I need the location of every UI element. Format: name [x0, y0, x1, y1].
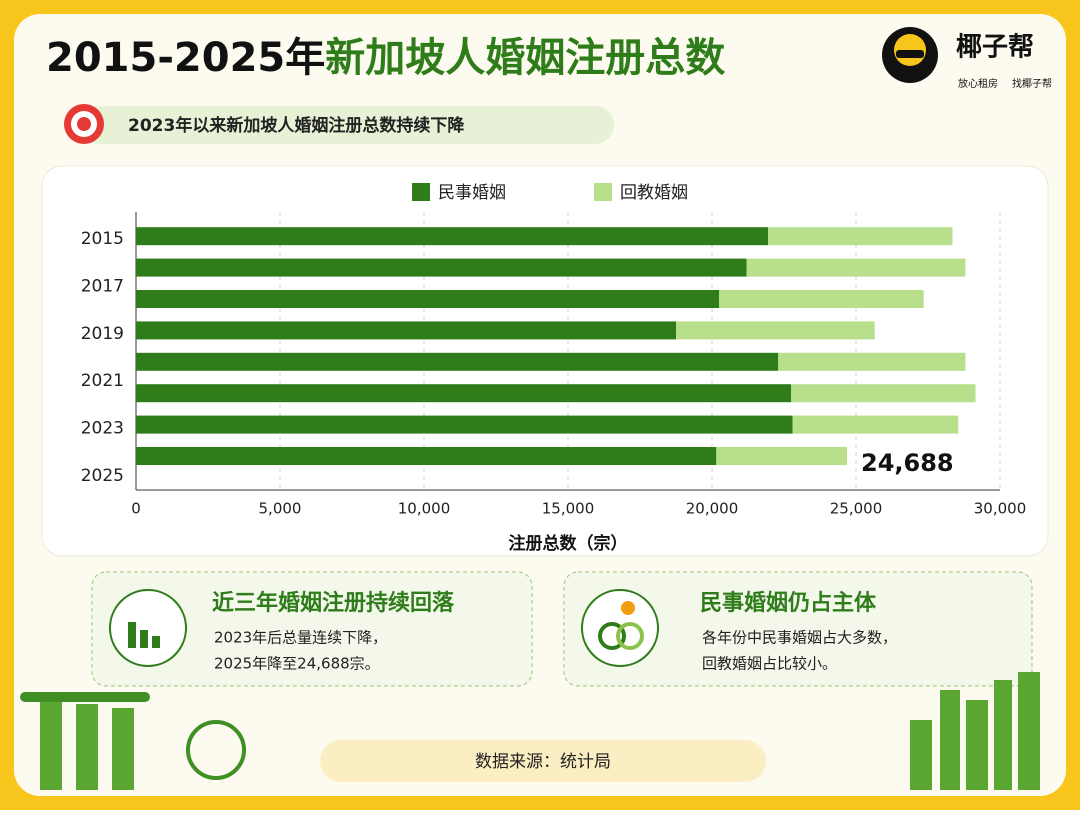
card-icon — [128, 622, 136, 648]
x-tick-label: 30,000 — [974, 500, 1027, 518]
card-icon — [616, 622, 644, 650]
bar — [136, 447, 717, 465]
chart: 0 5,000 10,000 15,000 20,000 25,000 30,000 注册总数… — [81, 183, 1027, 554]
source: 数据来源：统计局 — [475, 752, 611, 772]
bar — [719, 290, 924, 308]
bar — [676, 321, 875, 340]
card-text: 回教婚姻占比较小。 — [702, 655, 837, 673]
bar — [136, 258, 747, 277]
bar — [136, 384, 792, 403]
x-tick-label: 15,000 — [542, 500, 595, 518]
x-axis-label: 注册总数（宗） — [509, 533, 628, 554]
card-icon — [598, 622, 626, 650]
subtitle: 2023年以来新加坡人婚姻注册总数持续下降 — [128, 115, 465, 136]
building — [76, 704, 98, 790]
card-icon — [621, 601, 635, 615]
x-tick-label: 25,000 — [830, 500, 883, 518]
skyline-right — [910, 672, 1040, 790]
building — [994, 680, 1012, 790]
card-text: 各年份中民事婚姻占大多数， — [702, 629, 897, 647]
title: 2015-2025年新加坡人婚姻注册总数 — [46, 35, 725, 81]
x-tick-label: 0 — [131, 500, 141, 518]
card — [91, 571, 533, 687]
card-icon — [152, 636, 160, 648]
building — [966, 700, 988, 790]
card-title: 近三年婚姻注册持续回落 — [212, 590, 455, 616]
x-tick-label: 20,000 — [686, 500, 739, 518]
bar — [768, 227, 953, 246]
logo-name: 椰子帮 — [956, 33, 1034, 63]
bar — [136, 321, 676, 340]
y-tick-label: 2025 — [81, 466, 124, 486]
legend-swatch — [412, 183, 430, 201]
card-text: 2025年降至24,688宗。 — [214, 655, 380, 673]
subtitle-pill — [80, 106, 614, 144]
logo-slogan: 找椰子帮 — [1012, 77, 1052, 90]
legend-label: 民事婚姻 — [438, 183, 506, 203]
y-tick-label: 2017 — [81, 276, 124, 296]
building — [40, 700, 62, 790]
bar — [136, 290, 720, 308]
y-tick-label: 2023 — [81, 419, 124, 439]
bar — [778, 352, 966, 371]
y-tick-label: 2015 — [81, 229, 124, 249]
building — [1018, 672, 1040, 790]
source-pill — [320, 740, 766, 782]
bar — [791, 384, 976, 403]
bar — [136, 352, 779, 371]
bar — [136, 415, 793, 434]
value-label: 24,688 — [861, 449, 954, 477]
skyline-left — [20, 692, 246, 790]
card-text: 2023年后总量连续下降， — [214, 629, 387, 647]
legend-label: 回教婚姻 — [620, 183, 688, 203]
logo-glasses — [896, 50, 924, 58]
bar — [746, 258, 966, 277]
bar — [792, 415, 959, 434]
y-tick-label: 2019 — [81, 324, 124, 344]
building — [112, 708, 134, 790]
bar — [136, 227, 769, 246]
card-icon — [140, 630, 148, 648]
card — [563, 571, 1033, 687]
card-icon — [109, 589, 187, 667]
legend-swatch — [594, 183, 612, 201]
x-tick-label: 5,000 — [259, 500, 302, 518]
logo-slogan: 放心租房 — [958, 77, 998, 90]
building — [20, 692, 150, 702]
bar — [716, 447, 848, 465]
y-tick-label: 2021 — [81, 371, 124, 391]
building — [910, 720, 932, 790]
building — [940, 690, 960, 790]
card-title: 民事婚姻仍占主体 — [700, 590, 877, 616]
target-icon — [77, 117, 91, 131]
x-tick-label: 10,000 — [398, 500, 451, 518]
ferris-wheel — [186, 720, 246, 780]
title-part: 2015-2025年 — [46, 35, 325, 81]
title-part: 新加坡人婚姻注册总数 — [325, 35, 725, 81]
